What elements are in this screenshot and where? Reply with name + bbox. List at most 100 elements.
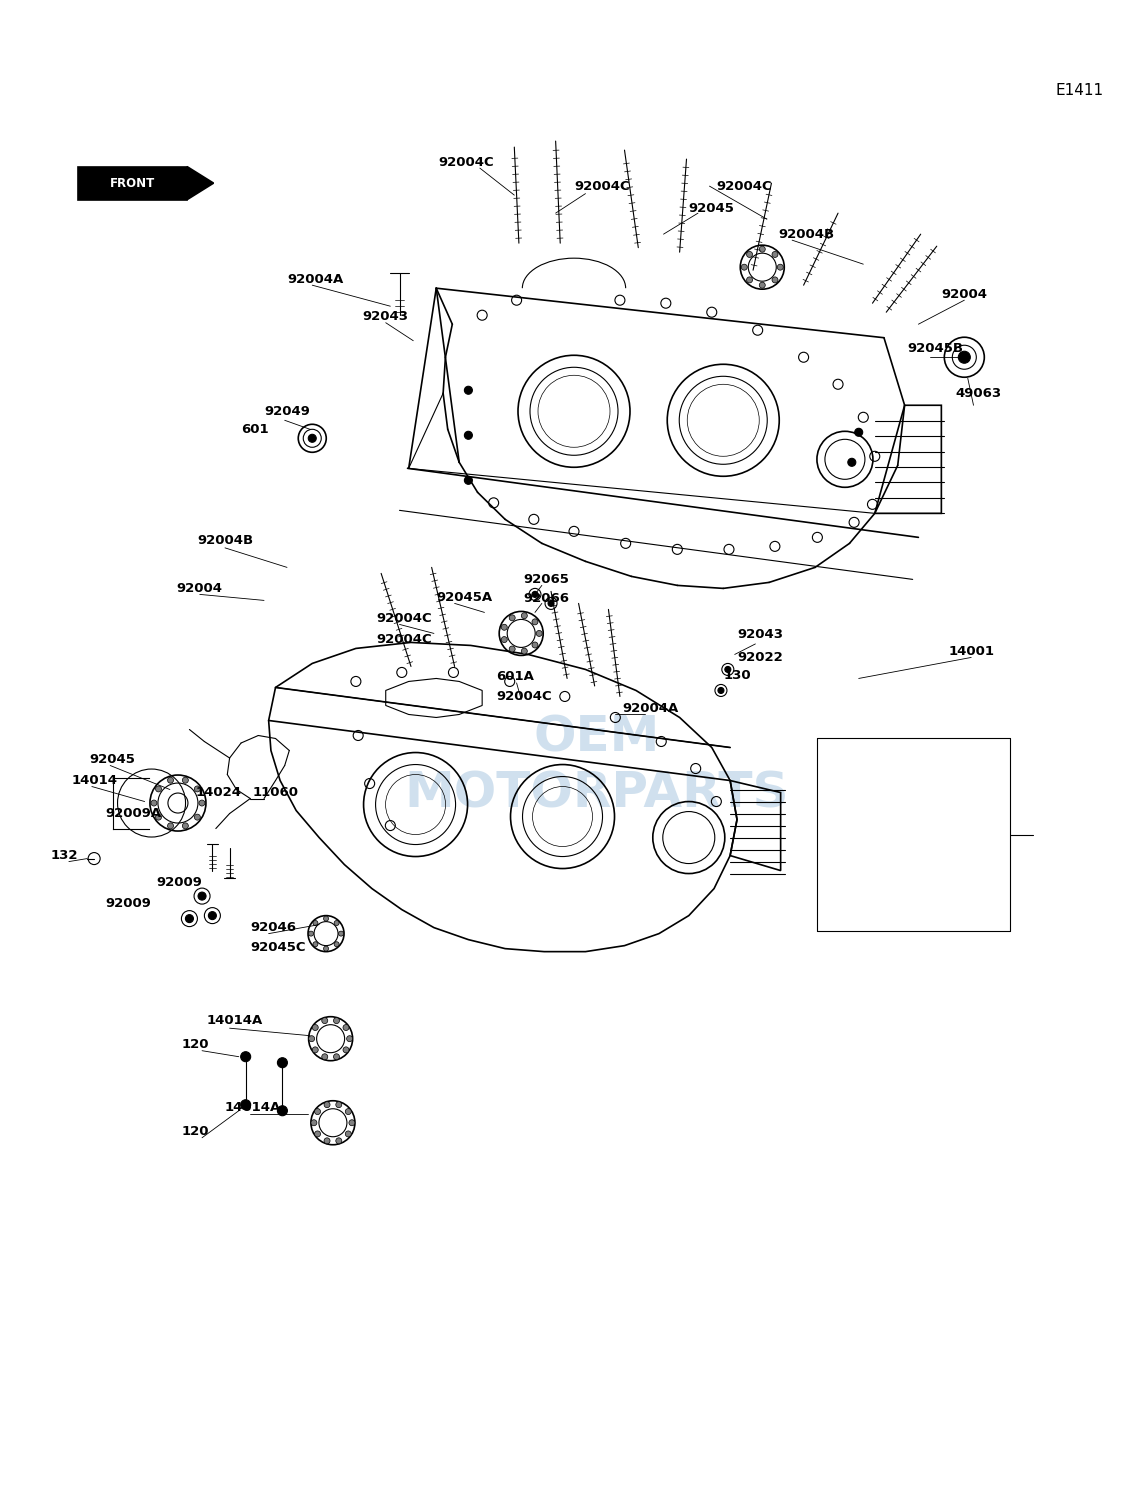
- Text: 92004C: 92004C: [377, 612, 432, 624]
- Circle shape: [848, 458, 855, 467]
- Text: 92004: 92004: [177, 582, 223, 594]
- Circle shape: [343, 1046, 349, 1052]
- Text: E1411: E1411: [1055, 83, 1103, 98]
- Circle shape: [321, 1054, 327, 1060]
- Circle shape: [186, 914, 193, 923]
- Text: FRONT: FRONT: [110, 177, 155, 189]
- Text: 92045C: 92045C: [250, 941, 305, 953]
- Circle shape: [183, 823, 188, 829]
- Text: 120: 120: [181, 1039, 209, 1051]
- Circle shape: [349, 1120, 355, 1126]
- Circle shape: [315, 1109, 320, 1115]
- Circle shape: [315, 1130, 320, 1136]
- Circle shape: [759, 282, 766, 288]
- Circle shape: [324, 1102, 329, 1108]
- Circle shape: [313, 941, 318, 947]
- Circle shape: [532, 591, 538, 597]
- Circle shape: [959, 351, 970, 363]
- Text: 92004B: 92004B: [778, 228, 835, 240]
- Circle shape: [346, 1130, 351, 1136]
- Circle shape: [465, 476, 472, 485]
- Circle shape: [346, 1109, 351, 1115]
- Circle shape: [532, 618, 538, 624]
- Circle shape: [510, 645, 515, 651]
- Circle shape: [343, 1025, 349, 1031]
- Circle shape: [465, 386, 472, 395]
- Circle shape: [309, 931, 313, 937]
- Text: 14014A: 14014A: [225, 1102, 281, 1114]
- Circle shape: [521, 612, 527, 618]
- Text: 92004C: 92004C: [496, 690, 551, 702]
- Text: 14014: 14014: [71, 775, 117, 787]
- Circle shape: [746, 252, 753, 258]
- Text: 92066: 92066: [523, 593, 569, 605]
- Circle shape: [855, 428, 862, 437]
- Text: 92009: 92009: [156, 877, 202, 889]
- Text: 11060: 11060: [253, 787, 298, 799]
- Text: 92004A: 92004A: [287, 273, 343, 285]
- Circle shape: [334, 920, 339, 926]
- Circle shape: [209, 911, 216, 920]
- Text: 92049: 92049: [264, 405, 310, 417]
- Circle shape: [312, 1046, 318, 1052]
- Text: 92004C: 92004C: [439, 156, 494, 168]
- Text: 14024: 14024: [195, 787, 241, 799]
- Text: 92004C: 92004C: [574, 180, 629, 192]
- Text: 92009: 92009: [106, 898, 152, 910]
- Circle shape: [347, 1036, 352, 1042]
- Text: 92004B: 92004B: [197, 534, 254, 546]
- Circle shape: [334, 1054, 340, 1060]
- Circle shape: [746, 276, 753, 282]
- Circle shape: [324, 916, 328, 922]
- Circle shape: [759, 246, 766, 252]
- Circle shape: [334, 1018, 340, 1024]
- Circle shape: [777, 264, 783, 270]
- Circle shape: [718, 687, 724, 693]
- Circle shape: [536, 630, 542, 636]
- Circle shape: [312, 1025, 318, 1031]
- Circle shape: [311, 1120, 317, 1126]
- Circle shape: [155, 814, 162, 820]
- Text: 92045: 92045: [90, 754, 135, 766]
- Text: 92004C: 92004C: [716, 180, 771, 192]
- Circle shape: [465, 431, 472, 440]
- Circle shape: [168, 823, 173, 829]
- Text: 14001: 14001: [948, 645, 994, 657]
- Text: 601A: 601A: [496, 671, 534, 683]
- Circle shape: [742, 264, 747, 270]
- Circle shape: [168, 778, 173, 784]
- Text: 130: 130: [723, 669, 751, 681]
- Circle shape: [194, 814, 201, 820]
- Text: 92045A: 92045A: [436, 591, 492, 603]
- Text: 92004A: 92004A: [622, 702, 678, 714]
- Circle shape: [241, 1052, 250, 1061]
- Circle shape: [510, 615, 515, 621]
- Text: 92045B: 92045B: [907, 342, 963, 354]
- Circle shape: [548, 600, 554, 606]
- Circle shape: [278, 1106, 287, 1115]
- Text: 14014A: 14014A: [207, 1015, 263, 1027]
- Circle shape: [150, 800, 157, 806]
- Circle shape: [336, 1138, 342, 1144]
- Text: 601: 601: [241, 423, 269, 435]
- Text: 92065: 92065: [523, 573, 569, 585]
- Circle shape: [324, 946, 328, 952]
- Circle shape: [324, 1138, 329, 1144]
- Text: 92043: 92043: [363, 311, 409, 323]
- Circle shape: [309, 434, 316, 443]
- Text: 92045: 92045: [689, 203, 735, 215]
- Text: 92004: 92004: [941, 288, 987, 300]
- Text: 92022: 92022: [737, 651, 783, 663]
- Circle shape: [278, 1058, 287, 1067]
- Circle shape: [724, 666, 731, 672]
- Text: 92046: 92046: [250, 922, 296, 934]
- Text: 92043: 92043: [737, 629, 783, 641]
- FancyBboxPatch shape: [78, 167, 187, 200]
- Circle shape: [183, 778, 188, 784]
- Text: 120: 120: [181, 1126, 209, 1138]
- Circle shape: [532, 642, 538, 648]
- Circle shape: [309, 1036, 315, 1042]
- Circle shape: [155, 787, 162, 793]
- Circle shape: [194, 787, 201, 793]
- Text: 132: 132: [51, 850, 78, 862]
